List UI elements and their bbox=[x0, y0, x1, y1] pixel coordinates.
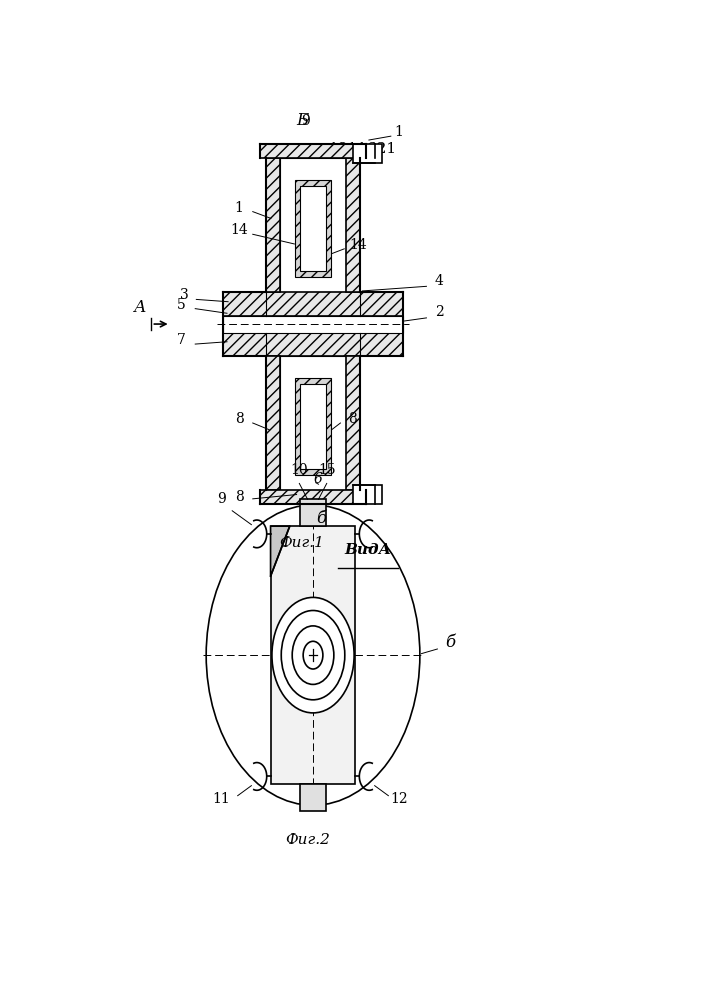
Bar bbox=[300, 186, 326, 271]
Text: 14: 14 bbox=[230, 223, 248, 237]
Bar bbox=[300, 384, 326, 469]
Bar bbox=[353, 144, 382, 163]
Bar bbox=[353, 485, 382, 504]
Bar bbox=[296, 180, 331, 277]
Text: б: б bbox=[445, 634, 455, 651]
Bar bbox=[223, 292, 404, 316]
Bar bbox=[223, 316, 404, 333]
Text: 8: 8 bbox=[235, 412, 243, 426]
Text: А: А bbox=[134, 300, 147, 316]
Bar bbox=[260, 490, 366, 504]
Text: 7: 7 bbox=[177, 333, 186, 347]
Text: 1: 1 bbox=[395, 125, 404, 139]
Circle shape bbox=[292, 626, 334, 684]
Bar bbox=[280, 158, 346, 292]
Text: 9: 9 bbox=[217, 492, 226, 506]
Bar bbox=[267, 158, 280, 292]
Text: Фиг.2: Фиг.2 bbox=[285, 833, 330, 847]
Text: 4: 4 bbox=[435, 274, 443, 288]
Text: 6: 6 bbox=[314, 472, 323, 486]
Text: 5: 5 bbox=[177, 298, 186, 312]
Text: 8: 8 bbox=[348, 412, 357, 426]
Text: 8: 8 bbox=[235, 490, 243, 504]
Text: 10: 10 bbox=[291, 463, 308, 477]
Text: 1811621: 1811621 bbox=[328, 142, 397, 156]
Bar bbox=[346, 158, 360, 292]
Bar bbox=[300, 784, 326, 811]
Ellipse shape bbox=[206, 505, 420, 805]
Text: 1: 1 bbox=[235, 201, 243, 215]
Circle shape bbox=[281, 610, 345, 700]
Text: 11: 11 bbox=[212, 792, 230, 806]
Bar bbox=[346, 356, 360, 490]
Text: 9: 9 bbox=[301, 114, 310, 128]
Bar bbox=[296, 378, 331, 475]
Circle shape bbox=[303, 641, 323, 669]
Bar bbox=[223, 333, 404, 356]
Bar bbox=[271, 526, 356, 784]
Text: 2: 2 bbox=[435, 305, 443, 319]
Text: Б: Б bbox=[296, 112, 308, 129]
Polygon shape bbox=[271, 526, 290, 576]
Text: 15: 15 bbox=[318, 463, 336, 477]
Text: 12: 12 bbox=[390, 792, 408, 806]
Bar bbox=[267, 356, 280, 490]
Circle shape bbox=[272, 597, 354, 713]
Text: 14: 14 bbox=[349, 238, 367, 252]
Bar bbox=[260, 144, 366, 158]
Text: ВидА: ВидА bbox=[344, 543, 391, 557]
Text: б: б bbox=[316, 510, 327, 527]
Bar bbox=[300, 499, 326, 526]
Text: Фиг.1: Фиг.1 bbox=[280, 536, 325, 550]
Text: 3: 3 bbox=[180, 288, 189, 302]
Bar bbox=[280, 356, 346, 490]
